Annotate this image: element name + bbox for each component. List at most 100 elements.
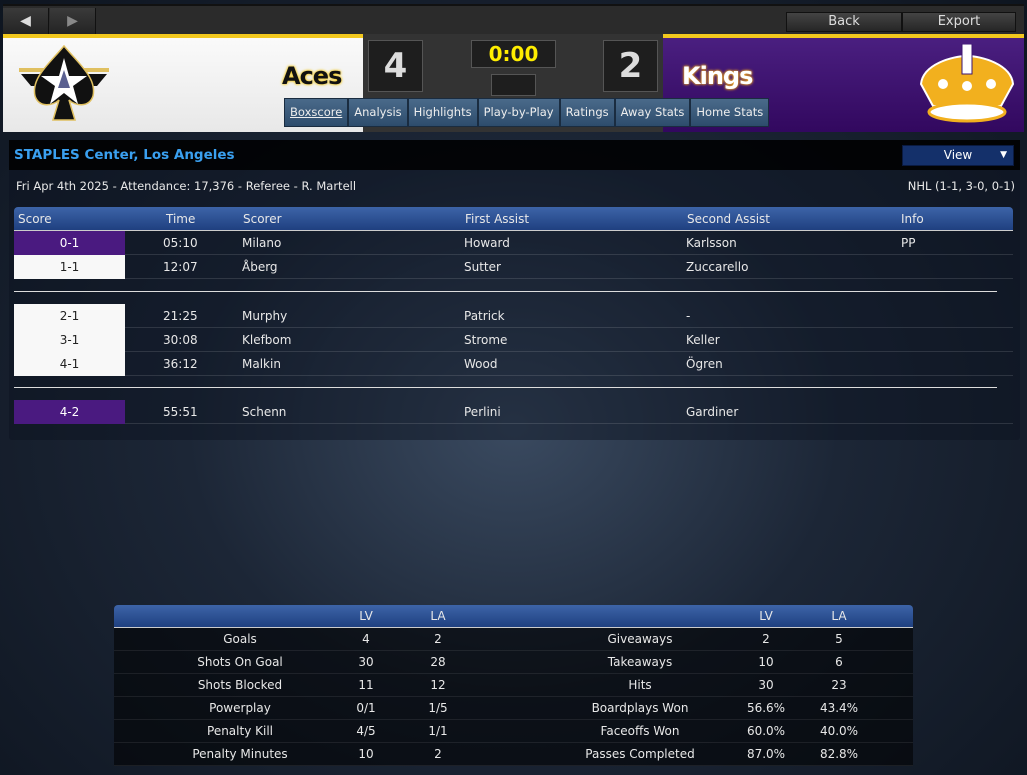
stat-la: 2 [434,747,442,761]
goal-time: 36:12 [163,357,198,371]
stat-la-2: 5 [835,632,843,646]
stat-la: 28 [430,655,446,669]
league-record: NHL (1-1, 3-0, 0-1) [907,179,1015,193]
stat-row: Penalty Kill 4/5 1/1 Faceoffs Won 60.0% … [114,720,913,743]
col-scorer: Scorer [243,212,282,226]
stat-lv: 30 [358,655,374,669]
goal-row[interactable]: 2-1 21:25 Murphy Patrick - [14,304,1013,328]
stat-la: 1/1 [428,724,448,738]
tab-boxscore[interactable]: Boxscore [284,98,349,127]
goal-scorer: Schenn [242,405,287,419]
period-divider [14,387,997,388]
col-la: LA [430,609,446,623]
goal-time: 30:08 [163,333,198,347]
export-button[interactable]: Export [902,12,1016,32]
stat-label: Penalty Minutes [192,747,288,761]
first-assist: Strome [464,333,508,347]
home-score: 2 [603,40,658,92]
col-first-assist: First Assist [465,212,530,226]
tab-home-stats[interactable]: Home Stats [690,98,770,127]
goal-row[interactable]: 4-2 55:51 Schenn Perlini Gardiner [14,400,1013,424]
tab-play-by-play[interactable]: Play-by-Play [477,98,560,127]
stat-la-2: 82.8% [819,747,859,761]
stat-label-2: Hits [628,678,652,692]
stat-label-2: Giveaways [607,632,673,646]
boxscore-panel [9,140,1020,440]
away-team-banner: Aces [3,34,363,132]
goal-time: 05:10 [163,236,198,250]
stat-label-2: Boardplays Won [591,701,689,715]
second-assist: Gardiner [686,405,739,419]
stat-label-2: Faceoffs Won [600,724,680,738]
stat-row: Goals 4 2 Giveaways 2 5 [114,628,913,651]
scoring-table-header: Score Time Scorer First Assist Second As… [14,207,1013,231]
second-assist: Ögren [686,357,723,371]
stat-la: 1/5 [428,701,448,715]
stat-lv: 0/1 [356,701,376,715]
goal-row[interactable]: 0-1 05:10 Milano Howard Karlsson PP [14,231,1013,255]
kings-crown-logo-icon [919,44,1015,123]
first-assist: Wood [464,357,498,371]
second-assist: - [686,309,691,323]
period-indicator [491,74,536,96]
tab-analysis[interactable]: Analysis [348,98,408,127]
back-button[interactable]: Back [786,12,902,32]
game-clock: 0:00 [471,40,556,68]
nav-back-button[interactable]: ◀ [3,8,49,36]
col-info: Info [901,212,924,226]
goal-row[interactable]: 4-1 36:12 Malkin Wood Ögren [14,352,1013,376]
second-assist: Karlsson [686,236,737,250]
stat-lv-2: 60.0% [746,724,786,738]
goal-scorer: Åberg [242,260,278,274]
goal-scorer: Murphy [242,309,288,323]
stat-label-2: Passes Completed [585,747,695,761]
goal-time: 12:07 [163,260,198,274]
home-team-name: Kings [682,62,753,90]
goal-row[interactable]: 3-1 30:08 Klefbom Strome Keller [14,328,1013,352]
score-cell: 1-1 [14,255,125,279]
score-cell: 3-1 [14,328,125,352]
stat-lv: 4 [362,632,370,646]
view-dropdown[interactable]: View ▼ [902,145,1014,166]
second-assist: Zuccarello [686,260,749,274]
arrow-left-icon: ◀ [20,13,31,29]
stat-label: Shots On Goal [197,655,283,669]
first-assist: Patrick [464,309,505,323]
col-time: Time [166,212,196,226]
score-cell: 2-1 [14,304,125,328]
stat-lv-2: 30 [758,678,774,692]
stat-lv: 10 [358,747,374,761]
col-lv: LV [359,609,373,623]
stat-la-2: 43.4% [819,701,859,715]
goal-info: PP [901,236,916,250]
goal-scorer: Klefbom [242,333,292,347]
aces-logo-icon [19,44,109,121]
tab-away-stats[interactable]: Away Stats [614,98,691,127]
col-la-2: LA [831,609,847,623]
period-divider [14,291,997,292]
goal-row[interactable]: 1-1 12:07 Åberg Sutter Zuccarello [14,255,1013,279]
stat-row: Powerplay 0/1 1/5 Boardplays Won 56.6% 4… [114,697,913,720]
score-cell: 4-1 [14,352,125,376]
chevron-down-icon: ▼ [1000,150,1007,160]
tab-bar: Boxscore Analysis Highlights Play-by-Pla… [284,98,770,127]
stat-row: Penalty Minutes 10 2 Passes Completed 87… [114,743,913,766]
first-assist: Howard [464,236,510,250]
stat-la-2: 6 [835,655,843,669]
tab-ratings[interactable]: Ratings [559,98,615,127]
stat-lv: 4/5 [356,724,376,738]
stat-label: Goals [223,632,257,646]
stat-la: 2 [434,632,442,646]
stat-label-2: Takeaways [607,655,673,669]
away-score: 4 [368,40,423,92]
col-second-assist: Second Assist [687,212,770,226]
stat-la-2: 23 [831,678,847,692]
nav-forward-button[interactable]: ▶ [50,8,96,36]
stat-lv: 11 [358,678,374,692]
goal-time: 21:25 [163,309,198,323]
stat-lv-2: 56.6% [746,701,786,715]
stat-row: Shots Blocked 11 12 Hits 30 23 [114,674,913,697]
col-score: Score [18,212,52,226]
stat-lv-2: 2 [762,632,770,646]
tab-highlights[interactable]: Highlights [407,98,478,127]
